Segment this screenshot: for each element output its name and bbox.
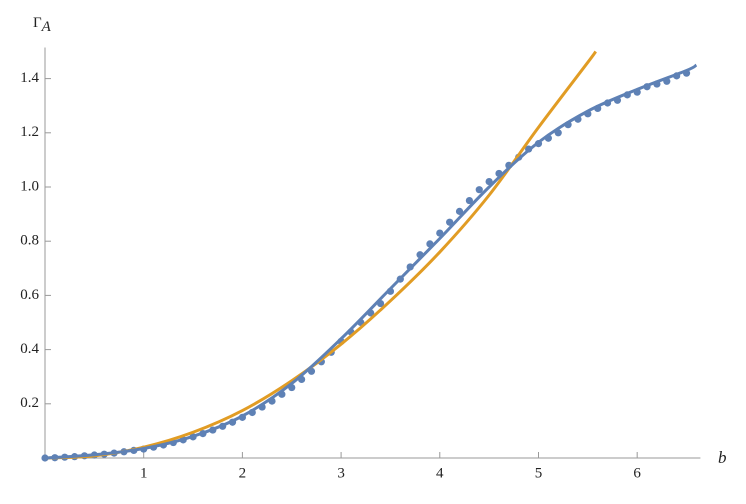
x-tick-label: 1 [140,465,148,481]
y-label-main: Γ [33,15,42,31]
y-tick-label: 1.4 [20,70,39,86]
y-tick-label: 0.8 [20,233,39,249]
x-tick-label: 3 [337,465,345,481]
y-tick-label: 0.4 [20,341,39,357]
data-point [465,196,473,205]
y-label-sub: A [41,19,52,35]
x-tick-label: 5 [535,465,543,481]
y-tick-label: 1.2 [20,124,39,140]
y-tick-label: 0.6 [20,287,39,303]
x-tick-label: 4 [436,465,444,481]
data-point [446,218,454,226]
curve [44,50,597,460]
curve [44,63,698,460]
data-point [455,207,464,215]
y-tick-label: 0.2 [20,395,39,411]
x-axis-label: b [718,448,727,467]
x-tick-label: 2 [239,465,247,481]
y-axis-label: ΓA [33,15,52,35]
x-tick-label: 6 [633,465,641,481]
y-tick-label: 1.0 [20,178,39,194]
data-point [475,186,483,194]
